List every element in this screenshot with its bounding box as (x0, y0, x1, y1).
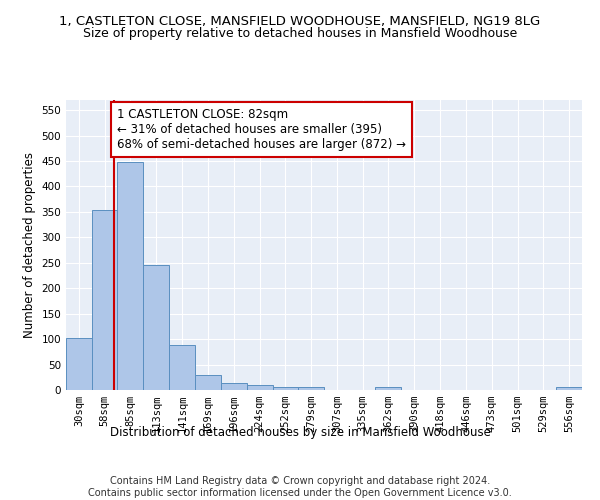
Bar (196, 374, 221, 390)
Bar (169, 345, 196, 390)
Text: 1, CASTLETON CLOSE, MANSFIELD WOODHOUSE, MANSFIELD, NG19 8LG: 1, CASTLETON CLOSE, MANSFIELD WOODHOUSE,… (59, 15, 541, 28)
Bar (375, 388, 401, 390)
Text: 1 CASTLETON CLOSE: 82sqm
← 31% of detached houses are smaller (395)
68% of semi-: 1 CASTLETON CLOSE: 82sqm ← 31% of detach… (117, 108, 406, 150)
Text: Contains HM Land Registry data © Crown copyright and database right 2024.
Contai: Contains HM Land Registry data © Crown c… (88, 476, 512, 498)
Text: Distribution of detached houses by size in Mansfield Woodhouse: Distribution of detached houses by size … (110, 426, 490, 439)
Bar (298, 388, 324, 390)
Bar (221, 384, 247, 390)
Bar (247, 386, 273, 390)
Bar (92, 210, 117, 390)
Y-axis label: Number of detached properties: Number of detached properties (23, 152, 36, 338)
Bar (66, 338, 92, 390)
Bar (117, 162, 143, 390)
Bar (143, 265, 169, 390)
Bar (273, 388, 298, 390)
Bar (556, 388, 582, 390)
Text: Size of property relative to detached houses in Mansfield Woodhouse: Size of property relative to detached ho… (83, 28, 517, 40)
